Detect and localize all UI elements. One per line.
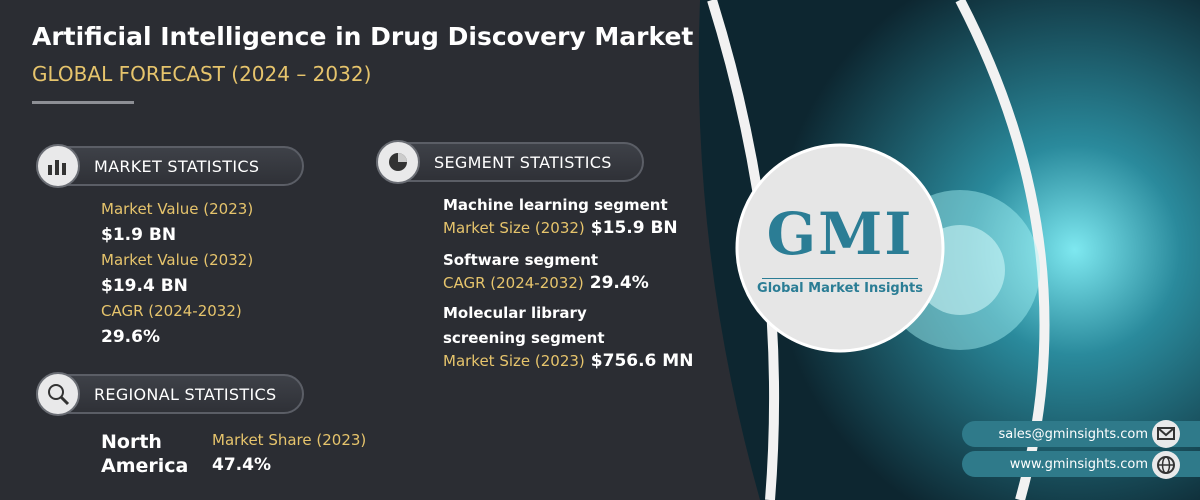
regional-stat: Market Share (2023) 47.4% bbox=[212, 428, 366, 478]
heading-pill: REGIONAL STATISTICS bbox=[36, 372, 304, 416]
regional-label: Market Share (2023) bbox=[212, 431, 367, 449]
stat-value: $19.4 BN bbox=[101, 275, 188, 296]
icon bbox=[36, 372, 80, 416]
segment-label: CAGR (2024-2032) bbox=[443, 274, 584, 292]
website: www.gminsights.com bbox=[1009, 456, 1148, 472]
section-heading: REGIONAL STATISTICS bbox=[94, 384, 277, 404]
email: sales@gminsights.com bbox=[998, 426, 1148, 442]
segment-value: $756.6 MN bbox=[590, 351, 694, 371]
segment-value: $15.9 BN bbox=[590, 218, 678, 238]
segment-label: Market Size (2032) bbox=[443, 219, 585, 237]
stat-label: Market Value (2032) bbox=[101, 251, 254, 269]
segment-row: Market Size (2032) $15.9 BN bbox=[443, 218, 693, 238]
stat-label: CAGR (2024-2032) bbox=[101, 302, 242, 320]
stat-label: Market Value (2023) bbox=[101, 200, 254, 218]
stat-value: $1.9 BN bbox=[101, 224, 177, 245]
stat-value: 29.6% bbox=[101, 326, 160, 347]
segment-row: CAGR (2024-2032) 29.4% bbox=[443, 273, 693, 293]
subtitle: GLOBAL FORECAST (2024 – 2032) bbox=[32, 62, 372, 86]
segment-label: Market Size (2023) bbox=[443, 352, 585, 370]
region: North America bbox=[101, 431, 189, 477]
regional-value: 47.4% bbox=[212, 455, 271, 475]
segment-stats: Machine learning segment Market Size (20… bbox=[443, 193, 693, 371]
icon bbox=[376, 140, 420, 184]
section-heading: MARKET STATISTICS bbox=[94, 156, 260, 176]
contact-icons bbox=[1152, 420, 1180, 479]
logo-rule bbox=[762, 278, 918, 279]
segment-row: Market Size (2023) $756.6 MN bbox=[443, 351, 693, 371]
title: Artificial Intelligence in Drug Discover… bbox=[32, 22, 694, 51]
divider bbox=[32, 101, 134, 104]
logo-mark: GMI bbox=[766, 200, 914, 268]
market-stats: Market Value (2023) $1.9 BN Market Value… bbox=[101, 197, 253, 350]
segment-name: Molecular library screening segment bbox=[443, 304, 605, 347]
segment-name: Software segment bbox=[443, 251, 599, 269]
icon bbox=[36, 144, 80, 188]
logo-name: Global Market Insights bbox=[757, 281, 923, 296]
section-heading: SEGMENT STATISTICS bbox=[434, 152, 612, 172]
segment-value: 29.4% bbox=[589, 273, 649, 293]
heading-pill: MARKET STATISTICS bbox=[36, 144, 304, 188]
heading-pill: SEGMENT STATISTICS bbox=[376, 140, 644, 184]
segment-name: Machine learning segment bbox=[443, 196, 668, 214]
